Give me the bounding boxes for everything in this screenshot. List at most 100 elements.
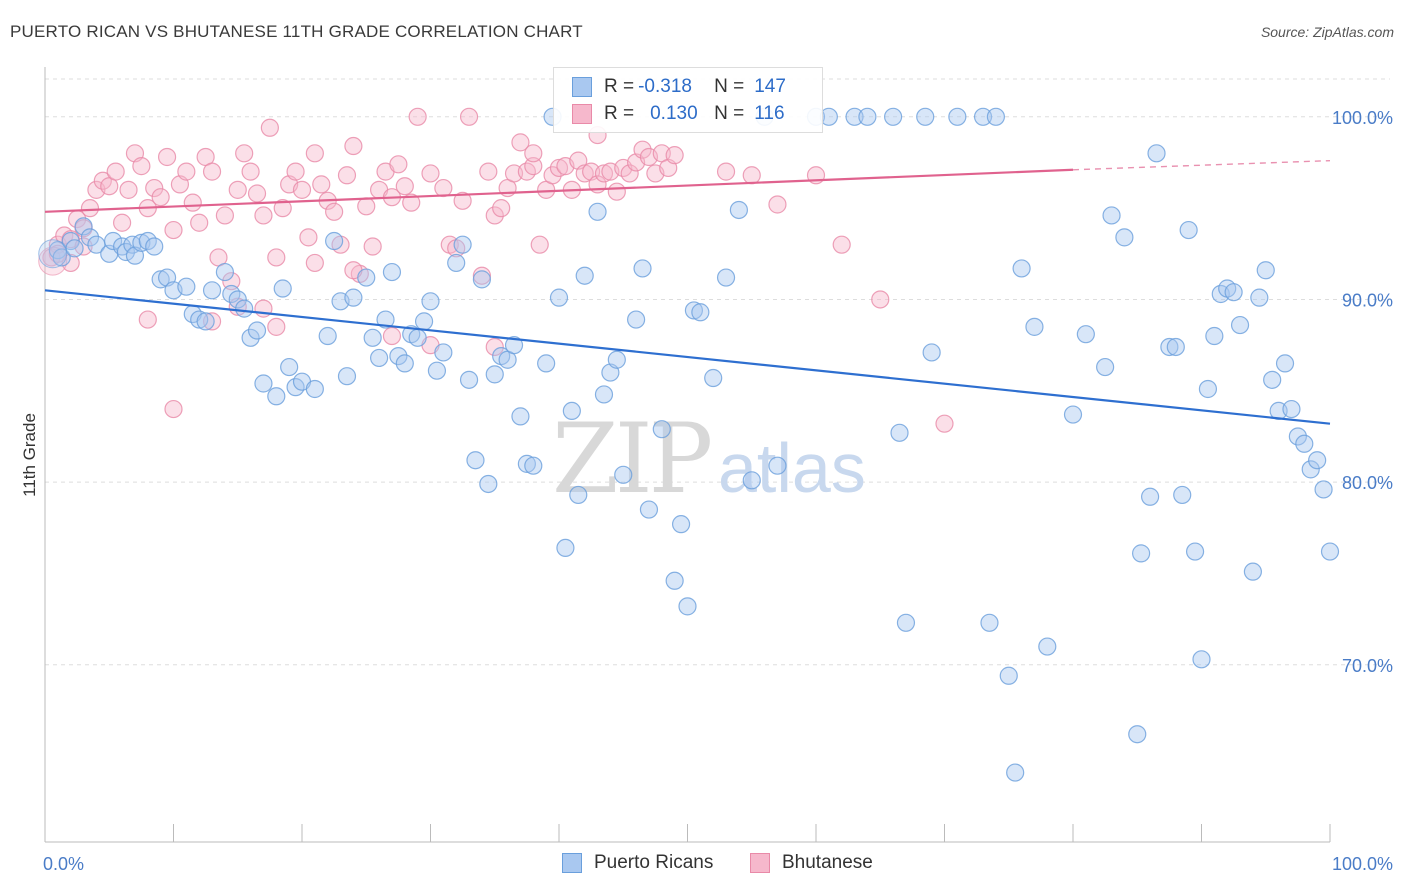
puerto-rican-point [1173, 485, 1192, 505]
puerto-rican-point [408, 328, 427, 347]
puerto-rican-point [665, 571, 684, 590]
puerto-rican-point [883, 107, 903, 126]
legend-r-value: 0.130 [650, 103, 698, 124]
bhutanese-point [382, 326, 402, 346]
puerto-rican-point [671, 515, 691, 534]
puerto-rican-point [1282, 399, 1301, 419]
puerto-rican-point [562, 401, 581, 420]
bhutanese-trend-line-dashed [1072, 159, 1331, 171]
bhutanese-point [485, 206, 504, 225]
puerto-rican-point [1063, 405, 1083, 424]
puerto-rican-point [607, 350, 626, 369]
puerto-rican-point [241, 328, 260, 347]
bhutanese-point [421, 164, 440, 183]
bhutanese-point [434, 178, 453, 198]
puerto-rican-point [427, 361, 447, 380]
legend-swatch-blue [572, 77, 592, 97]
puerto-rican-point [202, 281, 222, 300]
bhutanese-point [344, 136, 363, 156]
bhutanese-point [524, 144, 543, 163]
puerto-rican-point [845, 107, 864, 126]
puerto-rican-point [52, 248, 71, 267]
legend-box: R = -0.318 N = 147 R = 0.130 N = 116 [553, 67, 823, 133]
puerto-rican-point [190, 310, 209, 329]
bhutanese-point [273, 199, 292, 218]
puerto-rican-point [74, 217, 93, 236]
bottom-legend: Puerto Ricans Bhutanese [0, 852, 1406, 878]
puerto-rican-point [363, 328, 382, 347]
puerto-rican-points [38, 107, 1340, 782]
bhutanese-point [151, 188, 170, 207]
puerto-rican-point [1006, 763, 1025, 782]
puerto-rican-point [858, 107, 877, 126]
bhutanese-point [190, 213, 209, 232]
puerto-rican-point [922, 343, 941, 362]
puerto-rican-point [684, 301, 704, 320]
puerto-rican-point [588, 202, 607, 221]
puerto-rican-point [1192, 650, 1211, 669]
puerto-rican-point [986, 107, 1006, 126]
bhutanese-point [228, 180, 247, 199]
puerto-rican-point [472, 270, 491, 289]
bhutanese-point [138, 310, 157, 329]
bhutanese-point [267, 317, 286, 336]
puerto-rican-point [389, 346, 408, 366]
bhutanese-point [80, 199, 100, 218]
bhutanese-point [479, 162, 498, 181]
puerto-rican-point [116, 242, 136, 262]
puerto-rican-point [395, 354, 414, 373]
puerto-rican-point [742, 471, 761, 490]
bhutanese-point [633, 140, 652, 159]
puerto-rican-point [1166, 337, 1185, 357]
bottom-legend-bhutanese[interactable]: Bhutanese [750, 852, 873, 874]
puerto-rican-point [999, 666, 1018, 685]
puerto-rican-point [916, 107, 935, 126]
bhutanese-point [357, 197, 376, 216]
puerto-rican-point [273, 279, 292, 298]
bhutanese-point [299, 228, 318, 247]
puerto-rican-point [556, 538, 575, 558]
puerto-rican-point [1288, 427, 1307, 446]
legend-label: Bhutanese [782, 852, 873, 873]
puerto-rican-point [382, 262, 402, 282]
puerto-rican-point [1147, 144, 1166, 163]
bhutanese-point [106, 162, 125, 181]
puerto-rican-point [1230, 315, 1250, 335]
puerto-rican-point [434, 343, 453, 362]
bhutanese-point [832, 235, 851, 254]
puerto-rican-point [196, 312, 215, 331]
puerto-rican-point [890, 423, 909, 442]
tick-labels: 70.0% 80.0% 90.0% 100.0% 0.0% 100.0% [43, 108, 1393, 874]
x-tick-label: 100.0% [1332, 854, 1393, 874]
bhutanese-point [241, 162, 260, 181]
puerto-rican-point [504, 336, 524, 355]
bhutanese-point [543, 166, 562, 185]
puerto-rican-trend-line [44, 289, 1331, 425]
puerto-rican-point [652, 420, 671, 439]
puerto-rican-point [1115, 228, 1134, 247]
bhutanese-point [871, 290, 890, 309]
puerto-rican-point [729, 200, 749, 220]
puerto-rican-point [235, 299, 254, 318]
bhutanese-point [312, 175, 331, 194]
watermark: ZIP atlas [552, 403, 866, 515]
bhutanese-point [575, 164, 594, 183]
puerto-rican-point [980, 613, 999, 632]
trend-lines [44, 159, 1331, 425]
legend-row-bhutanese: R = 0.130 N = 116 [572, 101, 785, 127]
bhutanese-point [325, 202, 344, 221]
chart-title: PUERTO RICAN VS BHUTANESE 11TH GRADE COR… [10, 22, 583, 41]
bhutanese-point [112, 213, 132, 232]
bottom-legend-puerto-ricans[interactable]: Puerto Ricans [562, 852, 713, 874]
bhutanese-point [768, 195, 787, 214]
puerto-rican-point [1198, 379, 1218, 399]
puerto-rican-point [414, 312, 434, 331]
puerto-rican-point [80, 228, 100, 247]
puerto-rican-point [1308, 451, 1327, 470]
legend-r-value: -0.318 [638, 76, 692, 97]
bhutanese-point [716, 162, 736, 181]
legend-swatch-blue [562, 853, 582, 873]
puerto-rican-point [973, 107, 993, 126]
bhutanese-point [305, 144, 324, 163]
y-tick-label: 80.0% [1342, 473, 1393, 493]
